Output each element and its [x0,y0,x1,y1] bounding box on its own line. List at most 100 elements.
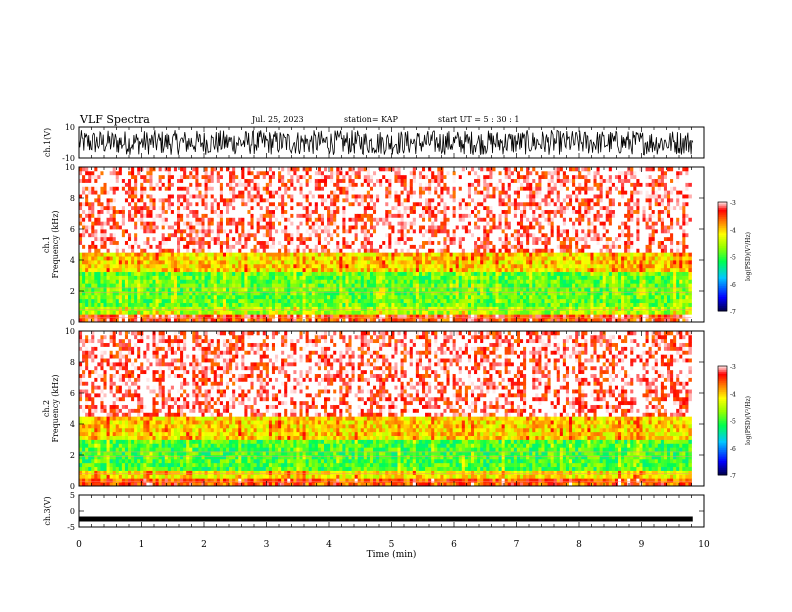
ch1-spectrogram-cell [137,201,141,207]
ch1-spectrogram-cell [137,178,141,183]
ch1-spectrogram-cell [431,194,435,199]
ch1-spectrogram-cell [281,298,285,304]
ch1-spectrogram-cell [281,194,285,199]
ch1-spectrogram-cell [369,263,374,269]
ch1-spectrogram-cell [452,209,457,214]
ch1-spectrogram-cell [244,294,248,300]
ch1-spectrogram-cell [253,306,258,311]
ch1-spectrogram-cell [409,174,414,180]
ch1-spectrogram-cell [250,186,254,191]
ch1-spectrogram-cell [363,244,368,249]
ch1-spectrogram-cell [351,217,356,222]
ch1-spectrogram-cell [256,229,261,234]
ch1-spectrogram-cell [455,283,460,288]
ch1-spectrogram-cell [226,225,230,230]
ch1-spectrogram-cell [299,236,303,242]
ch1-spectrogram-cell [327,229,331,234]
ch1-spectrogram-cell [281,287,285,292]
ch1-spectrogram-cell [431,279,435,284]
ch1-spectrogram-cell [173,221,178,226]
ch1-spectrogram-cell [118,283,123,288]
ch1-spectrogram-cell [385,232,389,238]
ch1-spectrogram-cell [140,225,144,230]
ch1-spectrogram-cell [121,194,126,199]
ch1-spectrogram-cell [281,232,285,238]
ch1-spectrogram-cell [82,205,86,211]
ch1-spectrogram-cell [345,186,349,191]
ch1-spectrogram-cell [293,201,297,207]
ch1-spectrogram-cell [345,201,349,207]
ch1-spectrogram-cell [180,256,184,261]
ch1-spectrogram-cell [443,252,447,257]
ch1-spectrogram-cell [406,229,411,234]
ch1-spectrogram-cell [247,283,251,288]
ch1-spectrogram-cell [97,205,101,211]
ch1-spectrogram-cell [397,244,401,249]
ch1-spectrogram-cell [137,236,141,242]
ch1-spectrogram-cell [311,221,316,226]
ch1-spectrogram-cell [124,260,129,265]
ch1-spectrogram-cell [284,314,288,319]
ch1-spectrogram-cell [443,314,447,319]
ch1-spectrogram-cell [186,225,190,230]
ch1-spectrogram-cell [256,221,261,226]
ch1-spectrogram-cell [431,201,435,207]
ch1-spectrogram-cell [418,225,423,230]
ch1-spectrogram-cell [100,275,104,280]
ch1-spectrogram-cell [198,314,202,319]
ch1-spectrogram-cell [198,306,202,311]
ch1-spectrogram-cell [437,248,441,253]
ch1-spectrogram-cell [311,229,316,234]
ch1-spectrogram-cell [418,291,423,296]
ch1-spectrogram-cell [253,205,258,211]
ch1-spectrogram-cell [247,240,251,245]
ch1-spectrogram-cell [118,302,123,307]
ch1-spectrogram-cell [437,298,441,304]
ch1-spectrogram-cell [167,294,172,300]
ch1-spectrogram-cell [293,232,297,238]
ch1-spectrogram-cell [250,314,254,319]
ch1-spectrogram-cell [458,298,463,304]
ch1-spectrogram-cell [94,291,98,296]
ch1-spectrogram-cell [360,302,365,307]
ch1-spectrogram-cell [363,256,368,261]
ch1-spectrogram-cell [115,283,120,288]
ch1-spectrogram-cell [382,271,386,276]
ch1-spectrogram-cell [219,314,224,319]
ch1-spectrogram-cell [385,190,389,195]
ch1-spectrogram-cell [452,232,457,238]
ch1-spectrogram-cell [265,170,270,176]
ch1-spectrogram-cell [287,201,291,207]
ch1-spectrogram-cell [79,267,83,273]
ch1-spectrogram-cell [299,229,303,234]
ch1-spectrogram-cell [146,186,150,191]
ch1-spectrogram-cell [422,279,426,284]
ch1-spectrogram-cell [256,275,261,280]
ch1-spectrogram-cell [333,182,337,187]
ch1-spectrogram-cell [253,275,258,280]
ch1-spectrogram-cell [382,310,386,315]
ch1-spectrogram-cell [201,267,205,273]
ch1-spectrogram-cell [131,182,135,187]
ch1-spectrogram-cell [140,306,144,311]
ch1-spectrogram-cell [112,182,117,187]
ch1-spectrogram-cell [333,260,337,265]
ch1-spectrogram-cell [388,194,392,199]
ch1-spectrogram-cell [434,190,438,195]
ch1-spectrogram-cell [391,279,395,284]
ch1-spectrogram-cell [207,240,212,245]
ch1-spectrogram-cell [357,310,362,315]
ch1-spectrogram-cell [232,310,236,315]
ch1-spectrogram-cell [348,213,352,218]
ch1-spectrogram-cell [379,232,383,238]
ch1-spectrogram-cell [128,225,132,230]
ch1-spectrogram-cell [235,178,239,183]
ch1-spectrogram-cell [360,178,365,183]
ch1-spectrogram-cell [134,201,138,207]
ch1-spectrogram-cell [201,248,205,253]
ch1-spectrogram-cell [284,236,288,242]
ch1-spectrogram-cell [275,178,279,183]
ch1-spectrogram-cell [327,190,331,195]
ch1-spectrogram-cell [100,252,104,257]
ch1-spectrogram-cell [115,294,120,300]
